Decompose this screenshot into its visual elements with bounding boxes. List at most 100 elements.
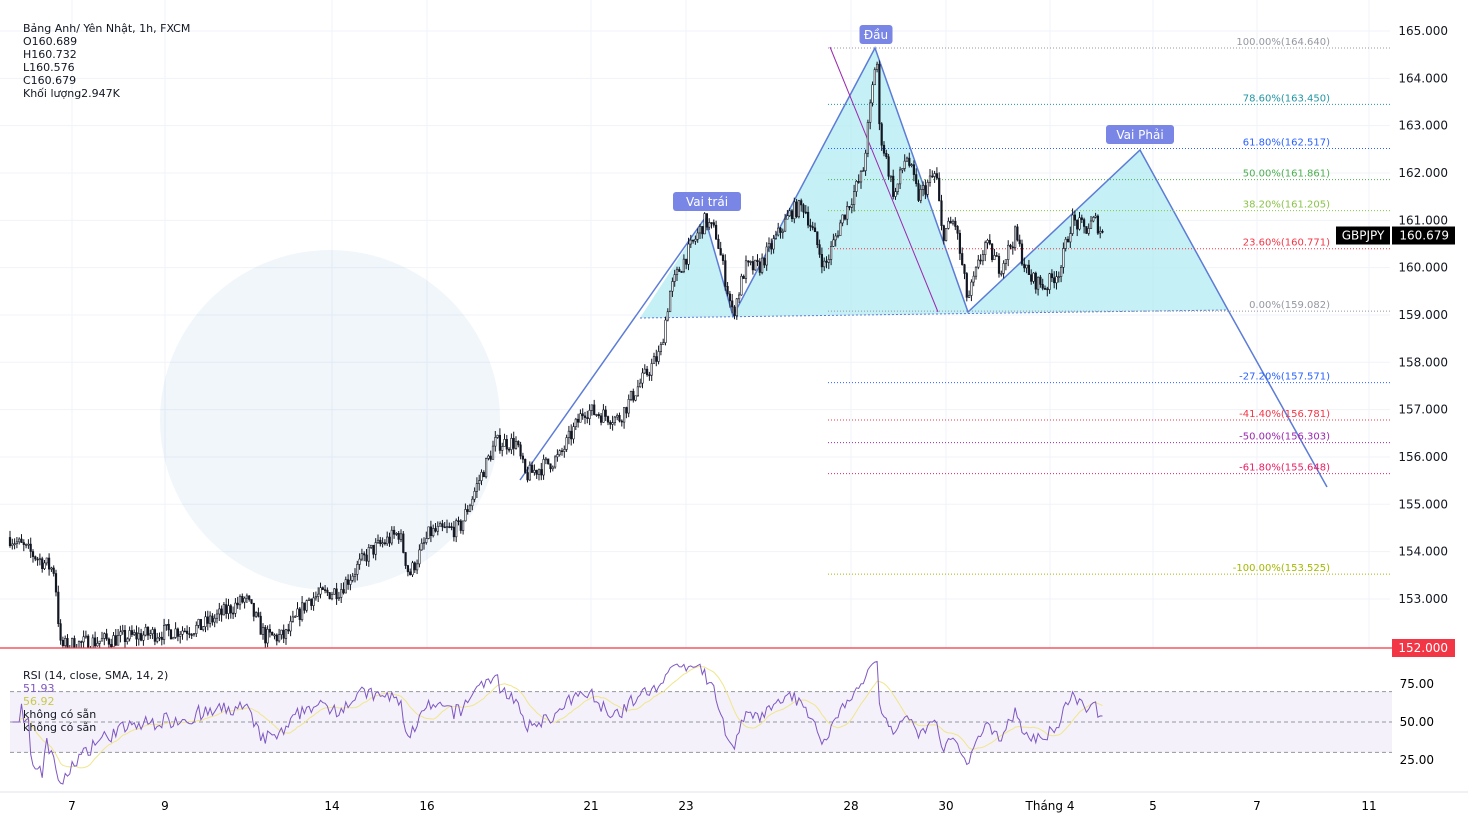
candle-body [875,63,879,70]
candle-body [924,185,927,195]
candle-body [770,243,773,250]
candle-body [160,636,163,640]
candle-body [887,156,890,177]
candle-body [737,294,741,300]
red-level-tag: 152.000 [1398,641,1448,655]
candle-body [432,528,435,536]
candle-body [199,619,203,631]
fib-label: 23.60%(160.771) [1243,238,1330,249]
candle-body [827,259,830,263]
candle-body [859,170,863,183]
fib-label: 100.00%(164.640) [1236,37,1330,48]
candle-body [140,633,143,641]
candle-body [639,382,642,388]
candle-body [1048,273,1051,290]
candle-body [482,471,485,478]
candle-body [379,539,382,545]
price-tag-symbol: GBPJPY [1342,229,1385,243]
candle-body [346,579,350,585]
candle-body [289,620,292,632]
candle-body [422,542,426,544]
time-tick: 14 [324,799,339,813]
candle-body [220,608,223,616]
candle-body [694,238,697,242]
volume-value: Khối lượng2.947K [23,87,120,100]
candle-body [834,235,837,241]
candle-body [257,612,260,617]
candle-body [146,627,150,636]
candle-body [243,597,246,603]
candle-body [1041,284,1044,289]
candle-body [312,597,315,606]
candle-body [949,220,952,224]
candle-body [524,458,527,473]
candle-body [1099,230,1102,234]
price-axis: 165.000 164.000 163.000 162.000 161.000 160.0… [1398,24,1448,606]
candle-body [866,122,869,154]
price-tick: 156.000 [1398,450,1448,464]
candle-body [901,168,904,171]
candle-body [864,152,867,171]
candle-body [788,210,791,217]
candle-body [613,416,616,423]
candle-body [558,450,561,455]
candle-body [340,589,343,598]
candle-body [172,637,175,640]
candle-body [176,628,180,637]
candle-body [300,602,304,620]
candle-body [195,625,198,634]
candle-body [222,604,226,616]
candle-body [839,222,842,236]
candle-body [852,191,856,205]
candle-body [24,544,28,546]
candle-body [277,634,281,642]
candle-body [149,633,152,636]
time-tick: 23 [678,799,693,813]
candle-body [395,533,398,535]
candle-body [409,571,412,576]
candle-body [114,635,117,646]
high-value: H160.732 [23,48,77,61]
candle-body [296,608,299,617]
candle-body [144,627,147,636]
candle-body [1066,238,1070,243]
candle-body [360,553,364,560]
candle-body [218,608,221,615]
open-value: O160.689 [23,35,78,48]
candle-body [478,480,481,484]
candle-body [931,175,934,178]
candle-body [335,588,338,600]
candle-body [459,520,462,531]
candle-body [993,255,996,261]
candle-body [813,227,817,233]
candle-body [1043,288,1047,290]
time-tick: 30 [938,799,953,813]
candle-body [942,225,945,241]
candle-body [358,558,361,565]
candle-body [675,269,679,275]
candle-body [1092,217,1095,222]
candle-body [850,204,853,208]
candle-body [846,206,849,220]
candle-body [1011,246,1014,249]
candle-body [691,239,695,242]
candle-body [503,439,506,447]
candle-body [31,551,35,557]
candle-body [386,536,389,545]
rsi-value: 51.93 [23,682,55,695]
candle-body [634,395,637,401]
head-label: Đầu [864,28,888,42]
price-tick: 164.000 [1398,71,1448,85]
candle-body [611,422,614,425]
time-tick: 16 [419,799,434,813]
candle-body [153,629,157,642]
candle-body [27,543,30,546]
candle-body [259,615,262,635]
candle-body [961,253,964,265]
candle-body [188,633,191,635]
candle-body [641,372,644,384]
candle-body [388,536,391,544]
candle-body [514,441,518,449]
candles [8,60,1104,649]
